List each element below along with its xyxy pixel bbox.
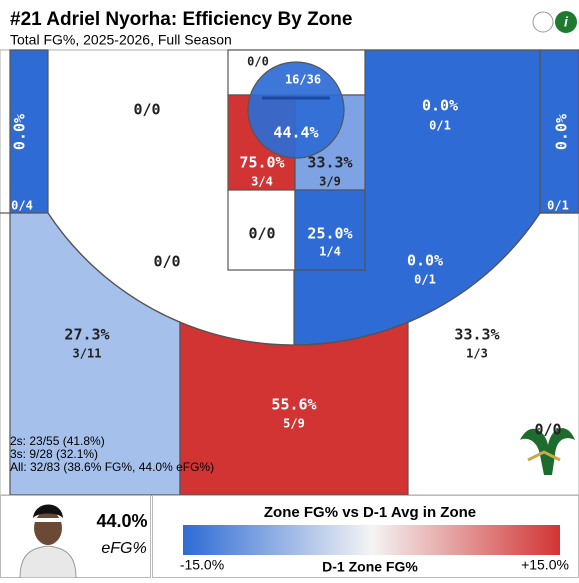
zone-pct: 0.0% (553, 114, 571, 150)
zone-shots: 0/0 (247, 55, 269, 69)
zone-shots: 0/4 (11, 199, 33, 213)
legend-title: Zone FG% vs D-1 Avg in Zone (264, 504, 476, 521)
court (0, 49, 579, 496)
title: #21 Adriel Nyorha: Efficiency By Zone (10, 9, 352, 30)
zone-pct: 0.0% (407, 252, 443, 270)
zone-shots: 3/9 (319, 175, 341, 189)
zone-labels: 0.0% 0/4 0/0 0/0 16/36 44.4% 75.0% 3/4 3… (11, 55, 571, 431)
player-avatar (19, 504, 77, 579)
zone-shots: 3/4 (251, 175, 273, 189)
zone-shots: 0/1 (547, 199, 569, 213)
zone-pct: 33.3% (454, 326, 499, 344)
zone-pct: 25.0% (307, 225, 352, 243)
toggle-icon[interactable] (532, 11, 554, 33)
zone-shots: 0/0 (248, 225, 275, 243)
zone-shots: 1/4 (319, 245, 341, 259)
zone-shots: 16/36 (285, 73, 321, 87)
summary-line: 3s: 9/28 (32.1%) (10, 447, 98, 461)
summary-line: All: 32/83 (38.6% FG%, 44.0% eFG%) (10, 460, 214, 474)
subtitle: Total FG%, 2025-2026, Full Season (10, 32, 232, 48)
zone-shots: 5/9 (283, 417, 305, 431)
summary: 2s: 23/55 (41.8%) 3s: 9/28 (32.1%) All: … (10, 434, 214, 474)
info-icon[interactable] (555, 11, 577, 33)
zone-pct: 75.0% (239, 154, 284, 172)
zone-pct: 0.0% (11, 114, 29, 150)
zone-shots: 1/3 (466, 347, 488, 361)
zone-pct: 0.0% (422, 97, 458, 115)
zone-shots: 0/0 (153, 253, 180, 271)
zone-pct: 27.3% (64, 326, 109, 344)
player-efg-label: eFG% (101, 540, 146, 557)
legend-center: D-1 Zone FG% (322, 559, 418, 575)
zone-shots: 0/0 (534, 421, 561, 439)
zone-pct: 44.4% (273, 124, 318, 142)
zone-shots: 3/11 (73, 347, 102, 361)
summary-line: 2s: 23/55 (41.8%) (10, 434, 105, 448)
zone-shots: 0/1 (414, 273, 436, 287)
zone-shots: 0/1 (429, 119, 451, 133)
team-logo (520, 428, 575, 475)
zone-pct: 55.6% (271, 396, 316, 414)
player-efg: 44.0% (96, 511, 147, 531)
zone-pct: 33.3% (307, 154, 352, 172)
legend-gradient (183, 525, 560, 555)
zone-shots: 0/0 (133, 101, 160, 119)
info-icon-label[interactable]: i (564, 14, 569, 30)
legend-min: -15.0% (180, 557, 224, 573)
legend-max: +15.0% (521, 557, 569, 573)
